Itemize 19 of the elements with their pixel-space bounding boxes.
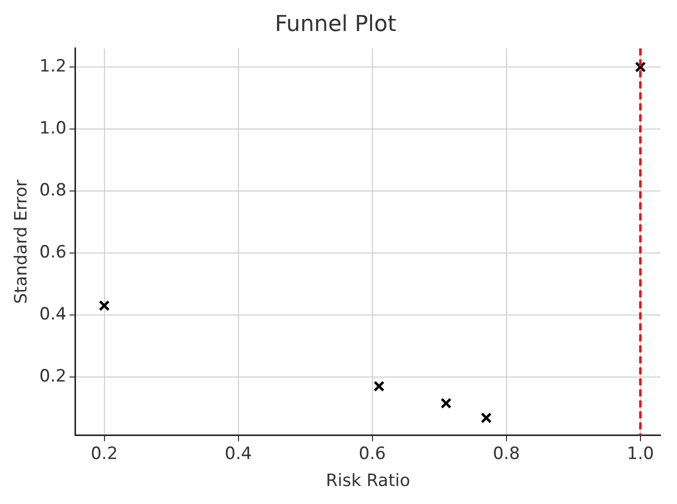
x-tick-label: 0.6 bbox=[358, 444, 386, 464]
y-tick-label: 0.4 bbox=[39, 304, 66, 324]
point bbox=[634, 62, 646, 72]
point bbox=[374, 380, 385, 392]
point bbox=[480, 412, 492, 424]
x-tick-label: 0.8 bbox=[492, 444, 520, 464]
y-tick-label: 0.2 bbox=[39, 366, 66, 386]
y-tick-label: 0.8 bbox=[39, 180, 66, 200]
chart-title: Funnel Plot bbox=[274, 12, 397, 37]
x-tick-label: 0.4 bbox=[224, 444, 252, 464]
y-tick-label: 0.6 bbox=[39, 242, 66, 262]
point bbox=[98, 300, 110, 312]
x-tick-label: 1.0 bbox=[626, 444, 654, 464]
x-tick-label: 0.2 bbox=[90, 444, 118, 464]
x-axis-title: Risk Ratio bbox=[326, 471, 410, 492]
y-tick-label: 1.0 bbox=[39, 118, 66, 138]
point bbox=[440, 398, 452, 409]
y-axis-title: Standard Error bbox=[12, 180, 32, 304]
y-tick-label: 1.2 bbox=[39, 56, 66, 76]
